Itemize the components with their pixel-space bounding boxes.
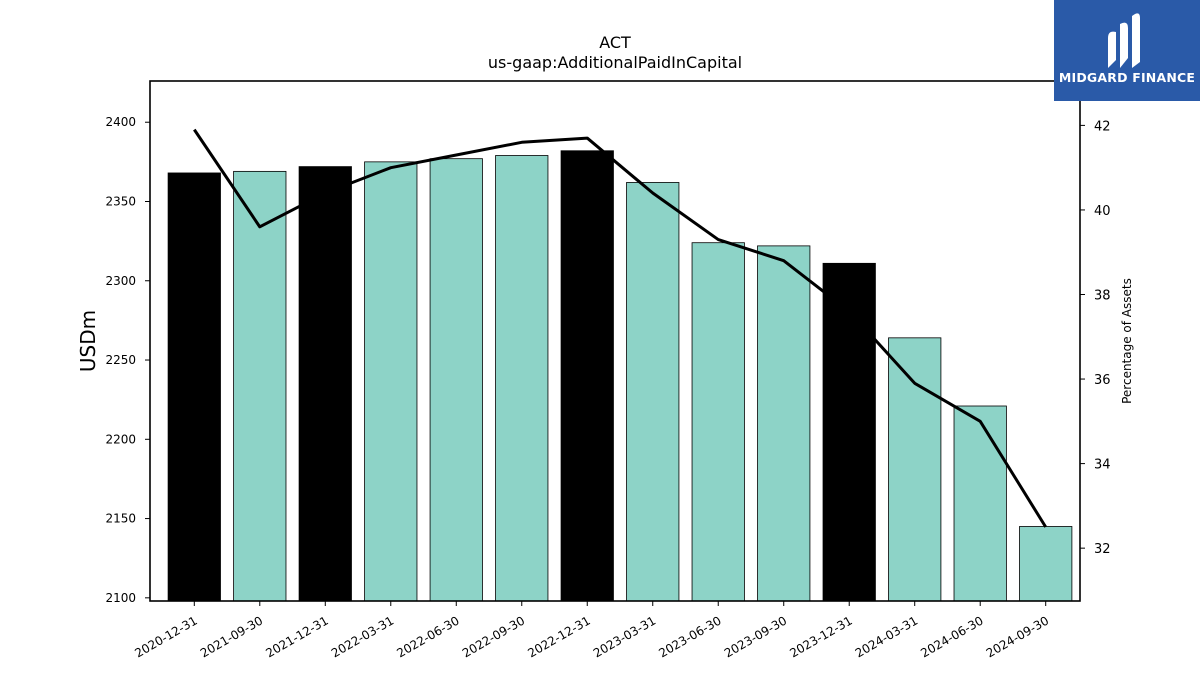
- x-tick-label: 2024-09-30: [984, 613, 1051, 660]
- y2-tick-label: 34: [1094, 458, 1111, 473]
- bar: [298, 166, 352, 602]
- bar: [167, 172, 221, 602]
- logo-text: MIDGARD FINANCE: [1058, 70, 1196, 85]
- midgard-finance-logo: MIDGARD FINANCE: [1054, 0, 1200, 101]
- bar: [233, 170, 287, 602]
- x-tick-label: 2022-06-30: [394, 613, 461, 660]
- y-tick-label: 2350: [105, 194, 136, 208]
- y-tick-label: 2100: [105, 591, 136, 605]
- bar: [953, 405, 1007, 602]
- y2-tick-label: 38: [1094, 288, 1111, 303]
- x-tick-label: 2022-09-30: [460, 613, 527, 660]
- bar: [691, 242, 745, 602]
- x-tick-label: 2020-12-31: [132, 613, 199, 660]
- logo-mark-icon: [1108, 13, 1140, 69]
- y2-tick-label: 42: [1094, 119, 1111, 134]
- x-tick-label: 2023-12-31: [787, 613, 854, 660]
- x-tick-label: 2024-03-31: [853, 613, 920, 660]
- bar: [1019, 526, 1073, 602]
- bar: [626, 182, 680, 602]
- y2-tick-label: 32: [1094, 542, 1111, 557]
- bar: [822, 262, 876, 602]
- bar: [757, 245, 811, 602]
- bar: [495, 155, 549, 602]
- bar: [560, 150, 614, 602]
- y-tick-label: 2250: [105, 353, 136, 367]
- bar: [888, 337, 942, 602]
- y-tick-label: 2300: [105, 274, 136, 288]
- x-tick-label: 2022-03-31: [329, 613, 396, 660]
- bar: [429, 158, 483, 602]
- x-tick-label: 2024-06-30: [918, 613, 985, 660]
- y-tick-label: 2200: [105, 432, 136, 446]
- bar: [364, 161, 418, 602]
- plot-frame: [149, 80, 1081, 602]
- y2-tick-label: 36: [1094, 373, 1111, 388]
- line-series: [193, 128, 1047, 528]
- chart-subtitle: us-gaap:AdditionalPaidInCapital: [488, 53, 742, 72]
- y-axis-label: USDm: [76, 310, 100, 372]
- y-tick-label: 2150: [105, 512, 136, 526]
- x-tick-label: 2022-12-31: [525, 613, 592, 660]
- chart-title: ACT: [599, 33, 631, 52]
- x-tick-label: 2023-03-31: [591, 613, 658, 660]
- x-tick-label: 2023-06-30: [656, 613, 723, 660]
- x-tick-label: 2021-12-31: [263, 613, 330, 660]
- y-tick-label: 2400: [105, 115, 136, 129]
- x-tick-label: 2021-09-30: [198, 613, 265, 660]
- y2-tick-label: 40: [1094, 204, 1111, 219]
- x-tick-label: 2023-09-30: [722, 613, 789, 660]
- y2-axis-label: Percentage of Assets: [1120, 278, 1134, 404]
